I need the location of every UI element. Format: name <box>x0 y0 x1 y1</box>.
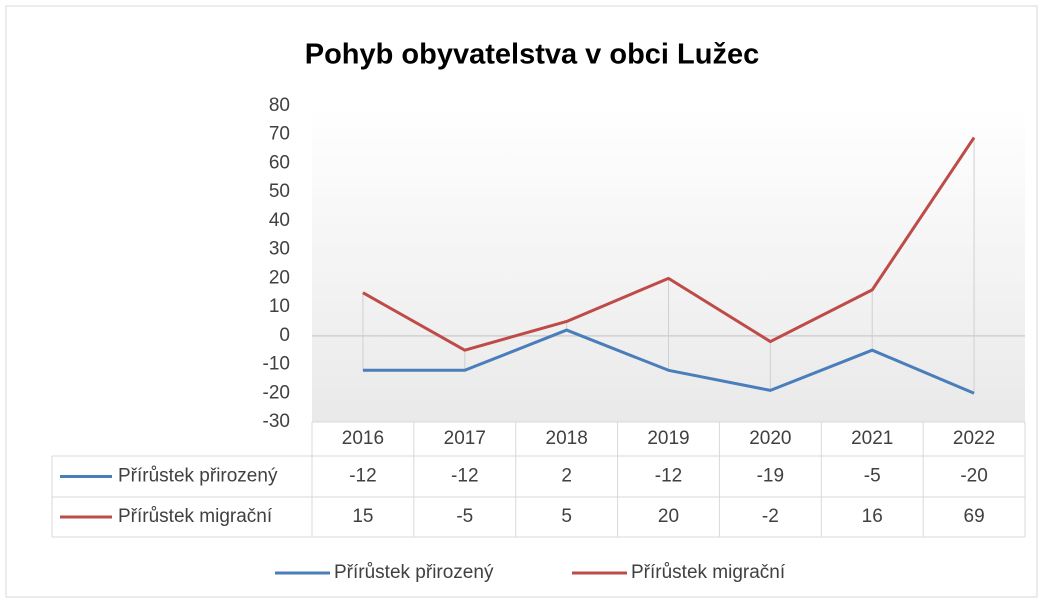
table-cell: -2 <box>762 506 779 527</box>
table-cell: -12 <box>349 466 376 487</box>
x-tick-label: 2019 <box>647 428 689 449</box>
y-tick-label: 40 <box>269 210 290 231</box>
y-tick-label: 70 <box>269 124 290 145</box>
table-cell: -5 <box>864 466 881 487</box>
y-tick-label: -20 <box>263 382 290 403</box>
series-line <box>362 328 975 395</box>
table-cell: -20 <box>960 466 987 487</box>
x-tick-label: 2020 <box>749 428 791 449</box>
x-tick-label: 2018 <box>546 428 588 449</box>
x-tick-label: 2016 <box>342 428 384 449</box>
y-tick-label: 20 <box>269 267 290 288</box>
table-row-label: Přírůstek přirozený <box>118 466 278 487</box>
table-row-label: Přírůstek migrační <box>118 506 273 527</box>
y-tick-label: -10 <box>263 354 290 375</box>
x-tick-label: 2017 <box>444 428 486 449</box>
table-cell: 5 <box>561 506 572 527</box>
y-tick-label: 10 <box>269 296 290 317</box>
x-tick-label: 2021 <box>851 428 893 449</box>
plot-area <box>312 106 1025 422</box>
table-cell: 16 <box>862 506 883 527</box>
table-cell: 69 <box>964 506 985 527</box>
legend-label: Přírůstek migrační <box>631 562 786 583</box>
y-tick-label: 80 <box>269 95 290 116</box>
y-tick-label: 60 <box>269 152 290 173</box>
table-cell: -19 <box>757 466 784 487</box>
table-cell: -5 <box>456 506 473 527</box>
x-tick-label: 2022 <box>953 428 995 449</box>
table-cell: 20 <box>658 506 679 527</box>
y-tick-label: -30 <box>263 411 290 432</box>
legend-label: Přírůstek přirozený <box>334 562 494 583</box>
y-tick-label: 30 <box>269 239 290 260</box>
table-cell: 15 <box>352 506 373 527</box>
table-cell: -12 <box>655 466 682 487</box>
y-tick-label: 50 <box>269 181 290 202</box>
y-tick-label: 0 <box>279 325 290 346</box>
table-cell: 2 <box>561 466 572 487</box>
chart-title: Pohyb obyvatelstva v obci Lužec <box>305 39 759 71</box>
table-cell: -12 <box>451 466 478 487</box>
series-line <box>362 136 976 352</box>
